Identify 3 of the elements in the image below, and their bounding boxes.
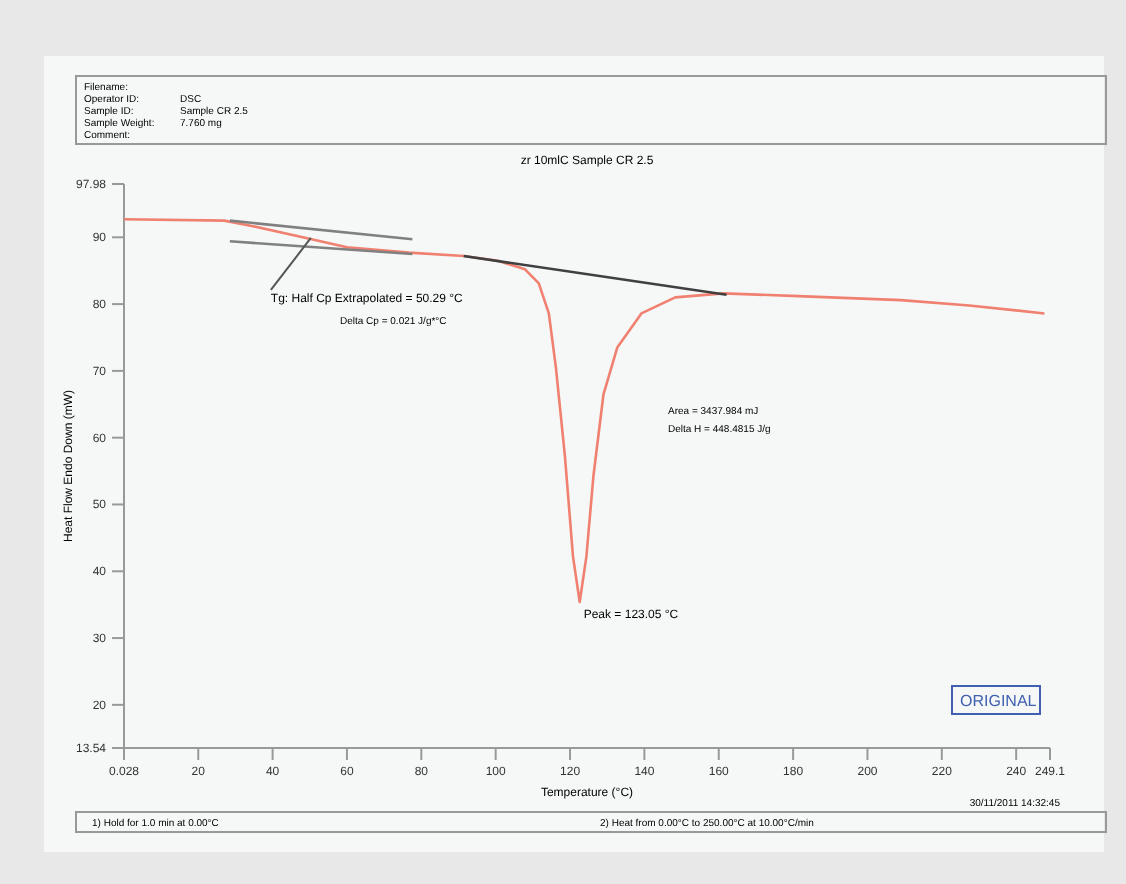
annotation: ORIGINAL [960, 692, 1038, 710]
line-series [122, 217, 1046, 604]
stamp: ORIGINAL [951, 685, 1041, 715]
